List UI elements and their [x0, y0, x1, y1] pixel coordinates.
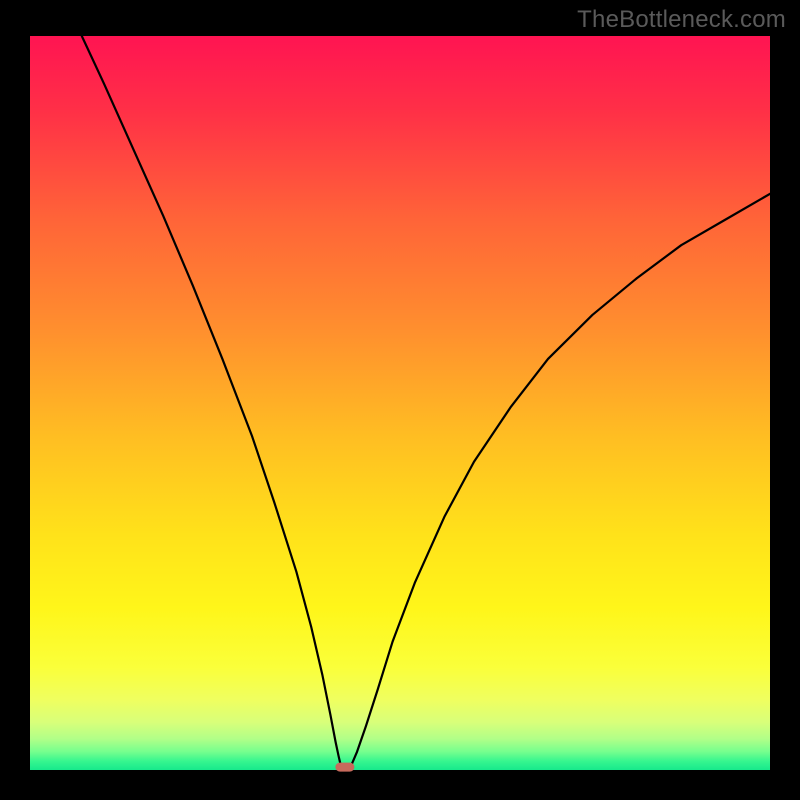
minimum-marker — [336, 763, 355, 772]
frame-right — [770, 0, 800, 800]
frame-bottom — [0, 770, 800, 800]
bottleneck-curve — [30, 36, 770, 770]
frame-left — [0, 0, 30, 800]
watermark-text: TheBottleneck.com — [577, 6, 786, 34]
plot-area — [30, 36, 770, 770]
